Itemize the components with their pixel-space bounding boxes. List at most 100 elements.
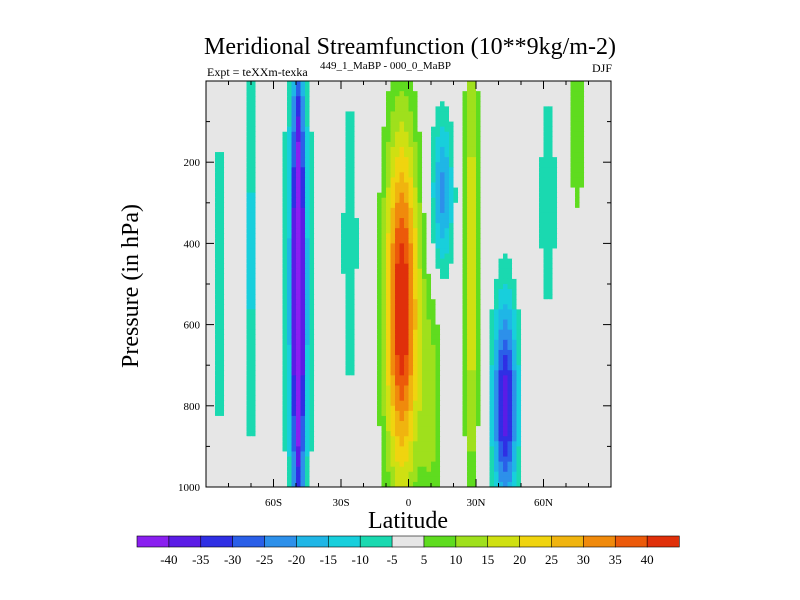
heatmap-cell [440,289,446,295]
heatmap-cell [516,96,522,102]
heatmap-cell [255,131,261,138]
heatmap-cell [561,248,567,255]
heatmap-cell [377,192,383,199]
heatmap-cell [534,152,540,158]
heatmap-cell [458,304,464,310]
heatmap-cell [431,344,437,351]
heatmap-cell [593,228,599,234]
heatmap-cell [215,218,221,224]
heatmap-cell [467,223,473,229]
heatmap-cell [498,126,504,133]
heatmap-cell [570,86,576,92]
heatmap-cell [327,167,333,173]
heatmap-cell [264,339,270,346]
heatmap-cell [570,349,576,356]
heatmap-cell [516,253,522,260]
heatmap-cell [521,152,527,158]
heatmap-cell [431,324,437,331]
heatmap-cell [260,172,266,179]
heatmap-cell [269,223,275,229]
heatmap-cell [251,258,257,265]
heatmap-cell [282,294,288,300]
heatmap-cell [242,202,248,209]
heatmap-cell [246,228,252,234]
heatmap-cell [570,228,576,234]
heatmap-cell [323,238,329,244]
heatmap-cell [404,177,410,184]
heatmap-cell [453,81,459,87]
heatmap-cell [228,360,234,366]
heatmap-cell [305,228,311,234]
heatmap-cell [237,106,243,113]
heatmap-cell [287,177,293,184]
heatmap-cell [260,324,266,331]
heatmap-cell [453,278,459,285]
heatmap-cell [399,218,405,224]
heatmap-cell [494,192,500,199]
heatmap-cell [390,212,396,219]
heatmap-cell [291,131,297,138]
heatmap-cell [507,314,513,321]
heatmap-cell [309,309,315,316]
heatmap-cell [575,141,581,148]
heatmap-cell [413,314,419,321]
heatmap-cell [278,360,284,366]
heatmap-cell [534,96,540,102]
heatmap-cell [336,162,342,168]
heatmap-cell [332,329,338,336]
heatmap-cell [228,248,234,255]
heatmap-cell [561,304,567,310]
heatmap-cell [413,355,419,361]
heatmap-cell [233,157,239,163]
heatmap-cell [431,212,437,219]
heatmap-cell [282,314,288,321]
heatmap-cell [242,314,248,321]
heatmap-cell [224,339,230,346]
heatmap-cell [282,116,288,123]
heatmap-cell [282,86,288,92]
heatmap-cell [336,116,342,123]
heatmap-cell [435,182,441,189]
heatmap-cell [296,278,302,285]
heatmap-cell [606,101,611,107]
heatmap-cell [512,86,518,92]
heatmap-cell [359,192,365,199]
heatmap-cell [210,284,216,290]
heatmap-cell [269,96,275,102]
heatmap-cell [413,131,419,138]
heatmap-cell [368,218,374,224]
heatmap-cell [282,238,288,244]
heatmap-cell [588,101,594,107]
heatmap-cell [584,86,590,92]
heatmap-cell [539,233,545,239]
heatmap-cell [206,197,212,204]
heatmap-cell [543,106,549,113]
heatmap-cell [534,349,540,356]
heatmap-cell [255,304,261,310]
heatmap-cell [593,96,599,102]
heatmap-cell [480,202,486,209]
heatmap-cell [309,192,315,199]
heatmap-cell [476,334,482,341]
heatmap-cell [395,253,401,260]
heatmap-cell [314,157,320,163]
heatmap-cell [476,192,482,199]
heatmap-cell [606,238,611,244]
heatmap-cell [480,233,486,239]
heatmap-cell [525,131,531,138]
heatmap-cell [296,294,302,300]
heatmap-cell [269,284,275,290]
heatmap-cell [471,253,477,260]
heatmap-cell [606,248,611,255]
heatmap-cell [269,319,275,326]
heatmap-cell [237,314,243,321]
heatmap-cell [327,172,333,179]
heatmap-cell [233,91,239,97]
heatmap-cell [408,238,414,244]
heatmap-cell [498,223,504,229]
heatmap-cell [345,202,351,209]
heatmap-cell [602,212,608,219]
heatmap-cell [377,167,383,173]
heatmap-cell [521,329,527,336]
heatmap-cell [458,228,464,234]
